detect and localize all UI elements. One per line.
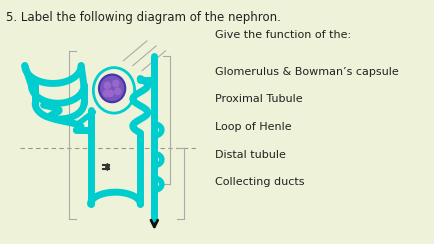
Text: 5. Label the following diagram of the nephron.: 5. Label the following diagram of the ne… — [6, 11, 281, 24]
Circle shape — [104, 81, 111, 89]
Text: Proximal Tubule: Proximal Tubule — [215, 94, 303, 104]
Text: Give the function of the:: Give the function of the: — [215, 30, 351, 40]
Circle shape — [103, 89, 110, 97]
Circle shape — [99, 75, 125, 102]
Text: Glomerulus & Bowman’s capsule: Glomerulus & Bowman’s capsule — [215, 67, 399, 77]
Circle shape — [112, 80, 120, 87]
Text: Distal tubule: Distal tubule — [215, 150, 286, 160]
Circle shape — [106, 89, 114, 97]
Circle shape — [114, 87, 122, 95]
Text: Loop of Henle: Loop of Henle — [215, 122, 292, 132]
Text: Collecting ducts: Collecting ducts — [215, 177, 305, 187]
